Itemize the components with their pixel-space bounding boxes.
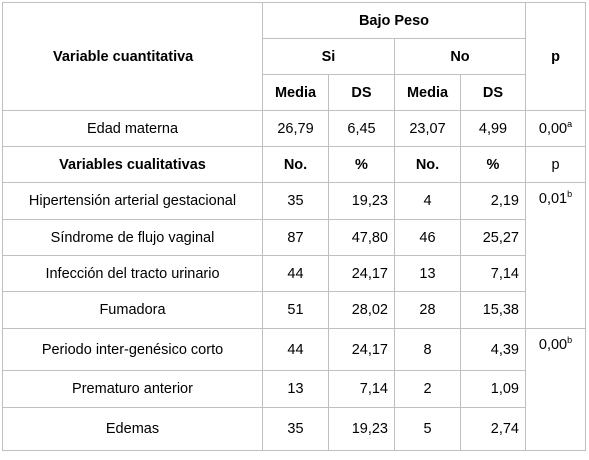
cell-value: 35 bbox=[262, 407, 329, 451]
cell-value: 1,09 bbox=[460, 370, 526, 408]
cell-value: 7,14 bbox=[328, 370, 395, 408]
header-no-no: No. bbox=[394, 146, 461, 183]
header-media-si: Media bbox=[262, 74, 329, 111]
table-row: Edad materna 26,79 6,45 23,07 4,99 0,00a bbox=[2, 110, 586, 147]
cell-value: 4,39 bbox=[460, 328, 526, 371]
row-label: Prematuro anterior bbox=[2, 370, 263, 408]
cell-value: 51 bbox=[262, 291, 329, 329]
cell-value: 25,27 bbox=[460, 219, 526, 256]
header-pct-no: % bbox=[460, 146, 526, 183]
header-ds-si: DS bbox=[328, 74, 395, 111]
header-p: p bbox=[525, 2, 586, 111]
header-si: Si bbox=[262, 38, 395, 75]
cell-value: 44 bbox=[262, 328, 329, 371]
cell-value: 28,02 bbox=[328, 291, 395, 329]
cell-value: 46 bbox=[394, 219, 461, 256]
cell-value: 23,07 bbox=[394, 110, 461, 147]
table-row: Variables cualitativas No. % No. % p bbox=[2, 146, 586, 183]
row-label: Hipertensión arterial gestacional bbox=[2, 182, 263, 220]
cell-value: 44 bbox=[262, 255, 329, 292]
cell-value: 8 bbox=[394, 328, 461, 371]
row-label: Periodo inter-genésico corto bbox=[2, 328, 263, 371]
table-row: Edemas 35 19,23 5 2,74 bbox=[2, 407, 586, 451]
data-table: Variable cuantitativa Bajo Peso p Si No … bbox=[2, 2, 586, 451]
cell-value: 19,23 bbox=[328, 407, 395, 451]
row-label: Edemas bbox=[2, 407, 263, 451]
cell-value: 35 bbox=[262, 182, 329, 220]
cell-value: 2 bbox=[394, 370, 461, 408]
cell-value: 2,74 bbox=[460, 407, 526, 451]
p-value: 0,00a bbox=[525, 110, 586, 147]
cell-value: 24,17 bbox=[328, 328, 395, 371]
cell-value: 4 bbox=[394, 182, 461, 220]
table-row: Infección del tracto urinario 44 24,17 1… bbox=[2, 255, 586, 292]
row-label: Infección del tracto urinario bbox=[2, 255, 263, 292]
cell-value: 13 bbox=[394, 255, 461, 292]
row-label: Fumadora bbox=[2, 291, 263, 329]
cell-value: 5 bbox=[394, 407, 461, 451]
header-media-no: Media bbox=[394, 74, 461, 111]
cell-value: 24,17 bbox=[328, 255, 395, 292]
cell-value: 87 bbox=[262, 219, 329, 256]
table-row: Periodo inter-genésico corto 44 24,17 8 … bbox=[2, 328, 586, 451]
header-no: No bbox=[394, 38, 526, 75]
table-row: Prematuro anterior 13 7,14 2 1,09 bbox=[2, 370, 586, 408]
cell-value: 47,80 bbox=[328, 219, 395, 256]
header-no-si: No. bbox=[262, 146, 329, 183]
cell-value: 7,14 bbox=[460, 255, 526, 292]
header-bajo-peso: Bajo Peso bbox=[262, 2, 526, 39]
header-pct-si: % bbox=[328, 146, 395, 183]
table-row: Síndrome de flujo vaginal 87 47,80 46 25… bbox=[2, 219, 586, 256]
row-label: Edad materna bbox=[2, 110, 263, 147]
table-row: Fumadora 51 28,02 28 15,38 bbox=[2, 291, 586, 329]
cell-value: 2,19 bbox=[460, 182, 526, 220]
header-p-cualitativas: p bbox=[525, 146, 586, 183]
header-variable-cuantitativa: Variable cuantitativa bbox=[2, 2, 263, 111]
cell-value: 19,23 bbox=[328, 182, 395, 220]
p-value-group-2: 0,00b bbox=[525, 328, 586, 451]
header-variables-cualitativas: Variables cualitativas bbox=[2, 146, 263, 183]
cell-value: 15,38 bbox=[460, 291, 526, 329]
cell-value: 6,45 bbox=[328, 110, 395, 147]
header-ds-no: DS bbox=[460, 74, 526, 111]
cell-value: 13 bbox=[262, 370, 329, 408]
table-row: Hipertensión arterial gestacional 35 19,… bbox=[2, 182, 586, 329]
cell-value: 28 bbox=[394, 291, 461, 329]
row-label: Síndrome de flujo vaginal bbox=[2, 219, 263, 256]
cell-value: 4,99 bbox=[460, 110, 526, 147]
p-value-group-1: 0,01b bbox=[525, 182, 586, 329]
cell-value: 26,79 bbox=[262, 110, 329, 147]
